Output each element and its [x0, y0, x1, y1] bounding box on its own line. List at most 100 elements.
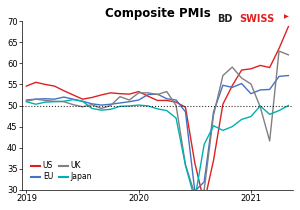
UK [100, 107, 103, 110]
US [249, 68, 253, 70]
US [146, 95, 150, 97]
US [277, 47, 281, 50]
EU [277, 75, 281, 78]
Japan [221, 129, 225, 132]
UK [230, 66, 234, 68]
Japan [146, 105, 150, 107]
US [137, 90, 140, 93]
Japan [174, 117, 178, 119]
US [53, 85, 56, 87]
Japan [286, 104, 290, 107]
Japan [212, 125, 215, 127]
UK [174, 104, 178, 107]
EU [202, 181, 206, 183]
Japan [100, 109, 103, 111]
Text: ▶: ▶ [284, 14, 288, 19]
UK [212, 114, 215, 117]
EU [53, 98, 56, 100]
EU [165, 97, 169, 100]
US [268, 66, 272, 69]
UK [286, 54, 290, 56]
UK [53, 100, 56, 102]
EU [184, 111, 187, 113]
Text: BD: BD [217, 14, 232, 24]
US [109, 92, 112, 94]
Japan [118, 105, 122, 108]
EU [128, 100, 131, 103]
EU [268, 88, 272, 91]
US [193, 162, 196, 164]
EU [34, 98, 38, 100]
EU [286, 74, 290, 77]
EU [118, 102, 122, 104]
Japan [230, 125, 234, 128]
UK [81, 105, 84, 108]
UK [277, 50, 281, 52]
US [259, 64, 262, 67]
EU [156, 93, 159, 95]
UK [137, 92, 140, 94]
EU [174, 99, 178, 101]
Japan [137, 104, 140, 106]
UK [202, 189, 206, 191]
EU [62, 96, 66, 98]
EU [193, 190, 196, 192]
UK [259, 106, 262, 108]
Japan [71, 98, 75, 101]
US [71, 94, 75, 96]
Japan [193, 198, 196, 200]
Line: EU: EU [26, 76, 288, 191]
Japan [109, 108, 112, 110]
UK [34, 98, 38, 100]
US [230, 84, 234, 87]
Legend: US, EU, UK, Japan: US, EU, UK, Japan [28, 158, 95, 184]
Japan [240, 118, 243, 121]
UK [43, 99, 47, 102]
Japan [81, 100, 84, 102]
US [202, 201, 206, 204]
UK [25, 100, 28, 102]
EU [146, 93, 150, 96]
Japan [62, 100, 66, 102]
UK [62, 100, 66, 103]
Japan [268, 113, 272, 116]
UK [90, 103, 94, 106]
US [90, 96, 94, 99]
Title: Composite PMIs: Composite PMIs [104, 7, 210, 20]
UK [240, 77, 243, 79]
Japan [90, 107, 94, 110]
US [174, 101, 178, 103]
US [165, 99, 169, 102]
UK [165, 90, 169, 93]
US [221, 103, 225, 105]
EU [109, 103, 112, 105]
UK [156, 93, 159, 96]
UK [193, 193, 196, 196]
US [118, 92, 122, 95]
Line: Japan: Japan [26, 100, 288, 199]
Text: SWISS: SWISS [239, 14, 274, 24]
US [286, 25, 290, 28]
UK [71, 103, 75, 106]
EU [212, 111, 215, 113]
EU [259, 89, 262, 91]
Japan [53, 100, 56, 103]
Line: UK: UK [26, 51, 288, 194]
EU [230, 86, 234, 89]
Line: US: US [26, 27, 288, 203]
Japan [156, 108, 159, 110]
UK [249, 83, 253, 85]
US [62, 89, 66, 92]
EU [81, 100, 84, 102]
Japan [34, 103, 38, 105]
US [43, 83, 47, 86]
EU [25, 99, 28, 101]
US [81, 98, 84, 100]
EU [249, 92, 253, 95]
UK [128, 99, 131, 101]
US [156, 99, 159, 102]
US [34, 81, 38, 84]
Japan [184, 164, 187, 167]
US [212, 159, 215, 162]
Japan [25, 100, 28, 103]
